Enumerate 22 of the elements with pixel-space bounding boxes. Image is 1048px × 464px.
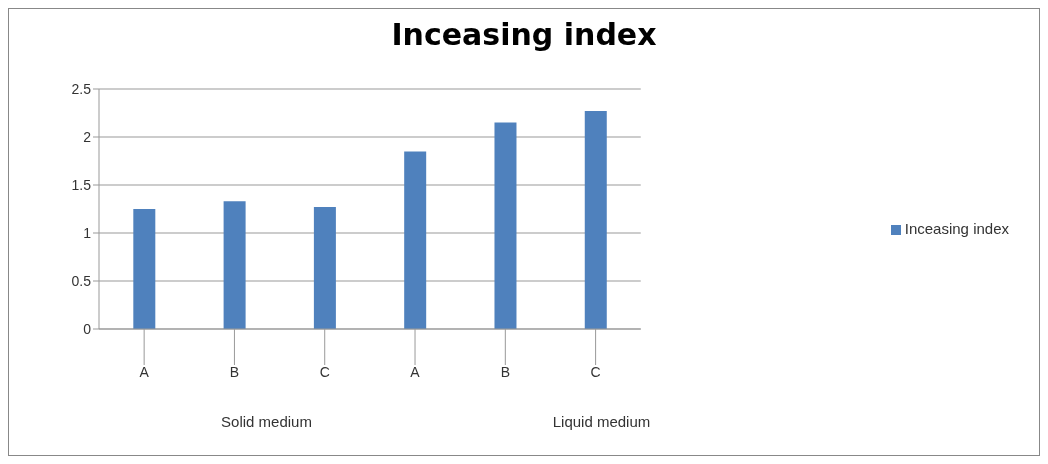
- y-tick-label: 1.5: [71, 176, 92, 193]
- bar: [404, 151, 427, 329]
- bar: [223, 201, 246, 329]
- y-tick-label: 0: [83, 320, 92, 337]
- text: Solid medium: [220, 413, 313, 430]
- x-tick-label: A: [410, 363, 421, 380]
- x-tick-label: A: [139, 363, 150, 380]
- y-tick-label: 1: [83, 224, 92, 241]
- x-tick-label: C: [319, 363, 330, 380]
- bar: [584, 111, 607, 329]
- y-tick-label: 0.5: [71, 272, 92, 289]
- y-tick-label: 2.5: [71, 80, 92, 97]
- bar: [133, 209, 156, 329]
- x-tick-label: B: [500, 363, 510, 380]
- x-tick-label: C: [590, 363, 601, 380]
- bar: [494, 122, 517, 329]
- legend-label: Inceasing index: [904, 220, 1009, 237]
- x-tick-label: B: [229, 363, 240, 380]
- y-tick-label: 2: [83, 128, 92, 145]
- bar: [313, 207, 336, 329]
- chart-title: Inceasing index: [390, 17, 658, 52]
- text: Liquid medium: [551, 413, 652, 430]
